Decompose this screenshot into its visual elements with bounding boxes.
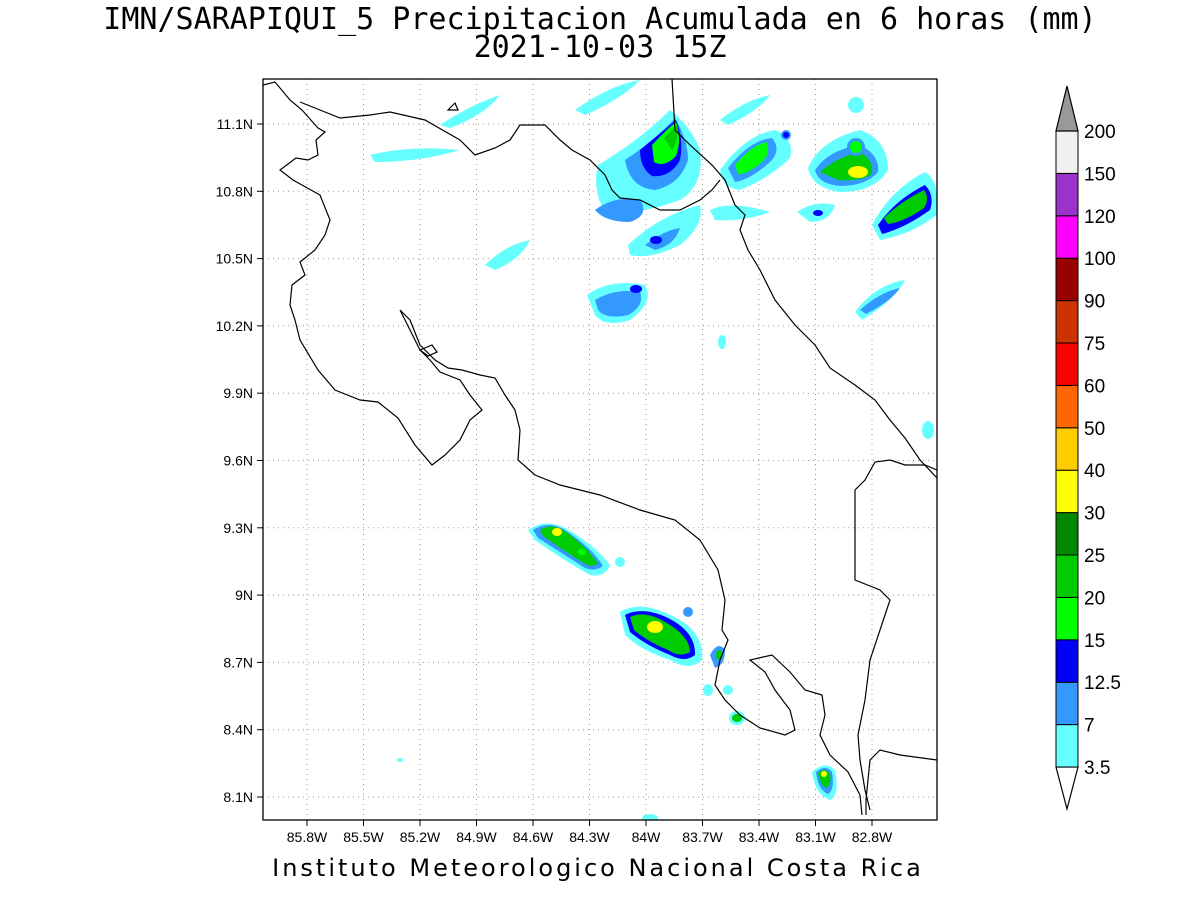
border-nicaragua	[299, 101, 721, 211]
rain-cell-north-1	[596, 110, 701, 213]
colorbar-label: 50	[1084, 419, 1105, 440]
lon-label: 84.9W	[456, 829, 497, 845]
lon-label: 84W	[632, 829, 662, 845]
rain-cell-northeast	[872, 172, 937, 240]
colorbar-swatch	[1055, 130, 1079, 174]
lon-label: 85.5W	[343, 829, 384, 845]
precipitation-layer	[370, 80, 937, 820]
colorbar-swatch	[1055, 215, 1079, 259]
lat-label: 8.1N	[223, 789, 253, 805]
lat-label: 9.3N	[223, 520, 253, 536]
colorbar-label: 100	[1084, 249, 1116, 270]
lat-label: 10.2N	[216, 318, 253, 334]
colorbar-label: 40	[1084, 461, 1105, 482]
map-title: IMN/SARAPIQUI_5 Precipitacion Acumulada …	[103, 2, 1097, 37]
colorbar-swatch	[1055, 300, 1079, 344]
lat-label: 9.6N	[223, 453, 253, 469]
colorbar-swatch	[1055, 342, 1079, 386]
border-panama	[854, 459, 937, 811]
colorbar-swatch	[1055, 724, 1079, 768]
rain-cell-north-3	[808, 97, 888, 192]
colorbar-label: 25	[1084, 546, 1105, 567]
lon-label: 84.3W	[569, 829, 610, 845]
lat-label: 10.5N	[216, 251, 253, 267]
lat-label: 10.8N	[216, 183, 253, 199]
lon-label: 84.6W	[513, 829, 554, 845]
coastlines	[263, 79, 937, 816]
colorbar-swatch	[1055, 681, 1079, 726]
colorbar-swatch	[1055, 427, 1079, 471]
colorbar-label: 75	[1084, 334, 1105, 355]
lon-label: 83.4W	[739, 829, 780, 845]
lon-label: 83.1W	[795, 829, 836, 845]
colorbar-low-arrow	[1055, 766, 1079, 812]
colorbar-label: 200	[1084, 122, 1116, 143]
lat-label: 9N	[235, 587, 253, 603]
colorbar-label: 12.5	[1084, 673, 1121, 694]
lat-label: 8.7N	[223, 654, 253, 670]
lat-label: 11.1N	[217, 116, 253, 132]
island	[418, 344, 438, 357]
colorbar-swatch	[1055, 257, 1079, 302]
colorbar-swatch	[1055, 596, 1079, 641]
rain-cell-north-small	[595, 198, 835, 257]
map-axes: 85.8W 85.5W 85.2W 84.9W 84.6W 84.3W 84W 83.7W 83…	[216, 116, 893, 845]
island-north	[446, 101, 459, 111]
colorbar-swatch	[1055, 172, 1079, 217]
colorbar-label: 15	[1084, 631, 1105, 652]
lon-label: 85.2W	[400, 829, 441, 845]
rain-cell-south-2	[620, 606, 745, 820]
colorbar-swatch	[1055, 512, 1079, 556]
rain-cell-mid	[370, 80, 934, 762]
rain-cell-south-3	[812, 765, 837, 800]
lon-label: 83.7W	[682, 829, 723, 845]
colorbar-label: 90	[1084, 292, 1105, 313]
colorbar-label: 120	[1084, 207, 1116, 228]
coastline-panama-pacific	[865, 749, 937, 815]
rain-cell-north-2	[720, 130, 791, 190]
lat-label: 8.4N	[223, 722, 253, 738]
colorbar-label: 20	[1084, 588, 1105, 609]
grid-lines	[263, 79, 937, 820]
rain-cell-south-1	[528, 523, 625, 576]
colorbar-label: 60	[1084, 376, 1105, 397]
lon-label: 82.8W	[852, 829, 893, 845]
lon-label: 85.8W	[287, 829, 328, 845]
plot-frame	[262, 78, 938, 821]
colorbar-swatch	[1055, 639, 1079, 683]
colorbar-high-arrow	[1055, 85, 1079, 132]
lat-label: 9.9N	[223, 385, 253, 401]
colorbar-label: 3.5	[1084, 758, 1110, 779]
colorbar: 3.5 7 12.5 15 20 25 30 40 50 60 75 90 100 120 150 200	[1055, 85, 1121, 812]
colorbar-label: 30	[1084, 504, 1105, 525]
colorbar-swatch	[1055, 469, 1079, 514]
colorbar-label: 7	[1084, 716, 1095, 737]
coastline-caribbean	[671, 79, 937, 479]
colorbar-swatch	[1055, 384, 1079, 429]
coastline-nicaragua-pacific	[263, 81, 863, 816]
colorbar-label: 150	[1084, 164, 1116, 185]
map-datetime: 2021-10-03 15Z	[473, 30, 727, 65]
institution-footer: Instituto Meteorologico Nacional Costa R…	[272, 854, 924, 882]
colorbar-swatch	[1055, 554, 1079, 598]
